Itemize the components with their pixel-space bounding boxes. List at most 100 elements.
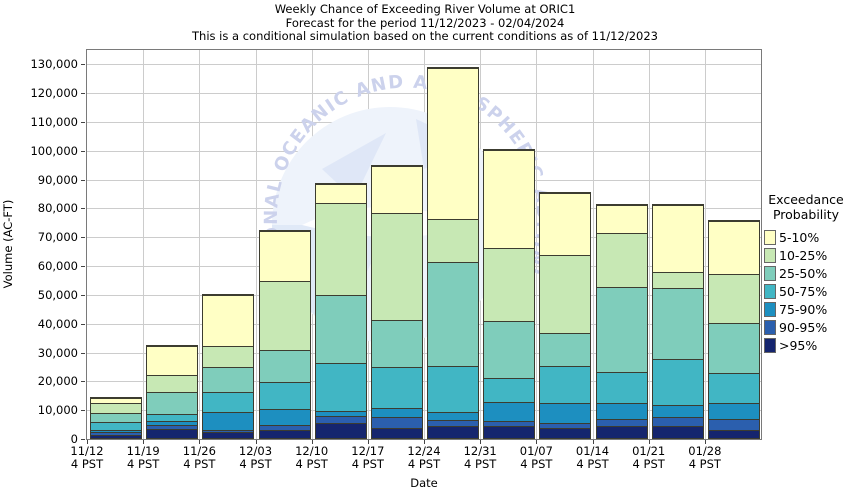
bar-segment-50-75% bbox=[428, 366, 479, 413]
legend-title-line2: Probability bbox=[772, 206, 840, 222]
x-tick-date: 11/26 bbox=[182, 444, 216, 458]
bar-segment-75-90% bbox=[540, 403, 591, 424]
legend-row: 10-25% bbox=[764, 246, 850, 264]
bar bbox=[539, 192, 592, 439]
legend-label: >95% bbox=[779, 337, 818, 353]
legend-label: 25-50% bbox=[779, 265, 828, 281]
x-tick-date: 12/17 bbox=[351, 444, 385, 458]
bar bbox=[258, 229, 311, 439]
bar-segment->95% bbox=[596, 426, 647, 438]
bar-segment-50-75% bbox=[259, 381, 310, 410]
bar-segment-90-95% bbox=[371, 416, 422, 429]
bar-segment->95% bbox=[540, 428, 591, 438]
x-tick-label: 12/10 4 PST bbox=[282, 445, 342, 471]
bar-segment-25-50% bbox=[371, 319, 422, 368]
bar-segment-5-10% bbox=[91, 398, 142, 404]
x-tick-mark bbox=[536, 440, 538, 444]
y-tick-mark bbox=[81, 93, 85, 95]
bar-segment->95% bbox=[428, 426, 479, 438]
bar-segment-90-95% bbox=[91, 432, 142, 436]
y-tick-mark bbox=[81, 381, 85, 383]
bar bbox=[314, 183, 367, 439]
y-tick-mark bbox=[81, 266, 85, 268]
bar-segment-10-25% bbox=[540, 255, 591, 333]
bar-segment-50-75% bbox=[315, 363, 366, 411]
legend-row: 90-95% bbox=[764, 318, 850, 336]
bar-segment-10-25% bbox=[259, 281, 310, 351]
bar-segment-50-75% bbox=[484, 377, 535, 402]
bar-segment-10-25% bbox=[91, 403, 142, 413]
x-tick-mark bbox=[648, 440, 650, 444]
bar-segment-90-95% bbox=[315, 415, 366, 424]
bar-segment-25-50% bbox=[540, 332, 591, 366]
bar bbox=[651, 203, 704, 439]
y-tick-label: 80,000 bbox=[37, 201, 78, 216]
x-tick-date: 12/10 bbox=[295, 444, 329, 458]
legend-label: 10-25% bbox=[779, 247, 828, 263]
bar-segment-10-25% bbox=[484, 247, 535, 322]
legend-label: 5-10% bbox=[779, 229, 820, 245]
y-tick-mark bbox=[81, 294, 85, 296]
legend-swatch bbox=[764, 337, 776, 353]
y-tick-label: 110,000 bbox=[30, 115, 78, 130]
x-tick-date: 12/31 bbox=[463, 444, 497, 458]
x-tick-date: 12/03 bbox=[238, 444, 273, 458]
x-tick-mark bbox=[143, 440, 145, 444]
y-tick-label: 20,000 bbox=[37, 374, 78, 389]
gridline-vertical bbox=[255, 50, 257, 439]
y-tick-mark bbox=[81, 323, 85, 325]
bar-segment-50-75% bbox=[147, 413, 198, 421]
x-tick-label: 01/14 4 PST bbox=[563, 445, 623, 471]
bar-segment-25-50% bbox=[596, 286, 647, 372]
legend-row: 75-90% bbox=[764, 300, 850, 318]
legend-row: >95% bbox=[764, 336, 850, 354]
y-tick-mark bbox=[81, 439, 85, 440]
bar bbox=[90, 397, 143, 439]
bar-segment-10-25% bbox=[428, 219, 479, 263]
bar-segment-10-25% bbox=[147, 374, 198, 392]
bar-segment-25-50% bbox=[652, 288, 703, 360]
bar-segment-75-90% bbox=[484, 401, 535, 421]
x-tick-date: 11/12 bbox=[70, 444, 104, 458]
bar-segment-50-75% bbox=[540, 365, 591, 404]
bar-segment->95% bbox=[91, 435, 142, 438]
gridline-vertical bbox=[704, 50, 706, 439]
x-tick-label: 01/07 4 PST bbox=[506, 445, 566, 471]
x-tick-label: 12/31 4 PST bbox=[450, 445, 510, 471]
bar-segment-5-10% bbox=[259, 230, 310, 282]
bar-segment->95% bbox=[652, 426, 703, 438]
bar-segment-5-10% bbox=[708, 220, 759, 274]
bar-segment-75-90% bbox=[371, 408, 422, 417]
x-tick-label: 01/21 4 PST bbox=[619, 445, 679, 471]
y-tick-mark bbox=[81, 179, 85, 181]
y-tick-label: 40,000 bbox=[37, 316, 78, 331]
y-tick-label: 130,000 bbox=[30, 57, 78, 72]
gridline-vertical bbox=[480, 50, 482, 439]
bar-segment-75-90% bbox=[315, 410, 366, 416]
chart-titles: Weekly Chance of Exceeding River Volume … bbox=[0, 2, 850, 44]
y-tick-label: 10,000 bbox=[37, 403, 78, 418]
bar-segment-90-95% bbox=[540, 423, 591, 429]
bar-segment-90-95% bbox=[428, 420, 479, 427]
y-tick-label: 60,000 bbox=[37, 259, 78, 274]
bar-segment->95% bbox=[708, 429, 759, 438]
bar-segment-10-25% bbox=[652, 271, 703, 289]
bar-segment-90-95% bbox=[203, 429, 254, 433]
legend-row: 5-10% bbox=[764, 228, 850, 246]
bar-segment-75-90% bbox=[259, 409, 310, 426]
x-tick-mark bbox=[592, 440, 594, 444]
bar-segment-75-90% bbox=[91, 429, 142, 433]
bar-segment-10-25% bbox=[203, 345, 254, 368]
x-tick-time: 4 PST bbox=[520, 457, 553, 471]
gridline-vertical bbox=[424, 50, 425, 439]
x-tick-time: 4 PST bbox=[407, 457, 441, 471]
x-tick-date: 11/19 bbox=[126, 444, 160, 458]
gridline-vertical bbox=[592, 50, 594, 439]
gridline-vertical bbox=[199, 50, 201, 439]
x-tick-mark bbox=[87, 440, 88, 444]
legend-swatch bbox=[764, 229, 776, 245]
bar-segment-75-90% bbox=[708, 402, 759, 419]
bar-segment-25-50% bbox=[91, 412, 142, 422]
x-tick-time: 4 PST bbox=[632, 457, 665, 471]
bar-segment->95% bbox=[484, 425, 535, 438]
